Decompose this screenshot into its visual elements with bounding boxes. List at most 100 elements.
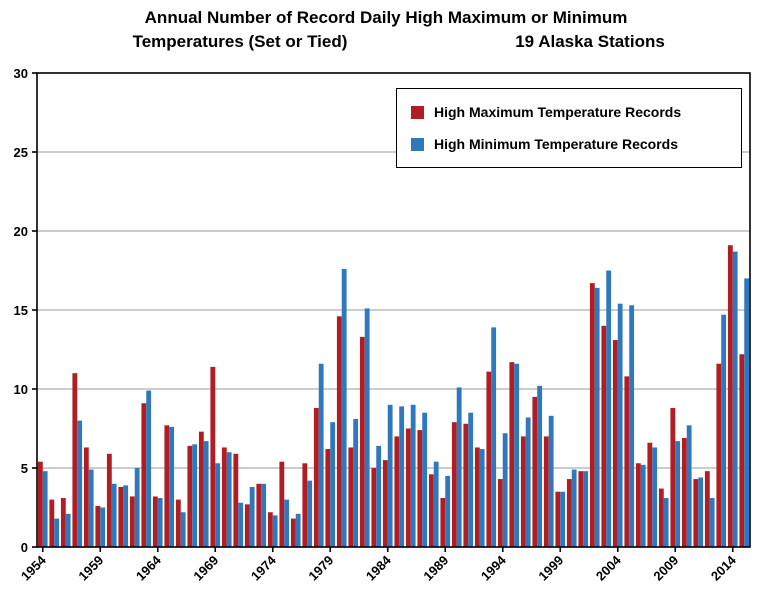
bar-high-min-1980 bbox=[341, 268, 347, 547]
chart-title: Annual Number of Record Daily High Maxim… bbox=[0, 8, 772, 56]
bar-high-min-2010 bbox=[686, 425, 692, 547]
bar-high-max-2014 bbox=[727, 245, 733, 547]
bar-high-min-1964 bbox=[157, 498, 163, 547]
bar-high-max-2012 bbox=[704, 471, 710, 547]
x-tick-label-1984: 1984 bbox=[363, 552, 395, 584]
bar-high-min-1995 bbox=[514, 363, 520, 547]
chart-subtitle: Temperatures (Set or Tied) bbox=[132, 32, 348, 51]
bar-high-max-1996 bbox=[520, 436, 526, 547]
bar-high-min-1967 bbox=[192, 444, 198, 547]
bar-high-min-1974 bbox=[272, 515, 278, 547]
bar-high-max-1994 bbox=[497, 479, 503, 547]
bar-high-max-1987 bbox=[417, 430, 423, 547]
bar-high-min-1994 bbox=[502, 433, 508, 547]
bar-high-max-1966 bbox=[175, 499, 181, 547]
bar-high-max-1972 bbox=[244, 504, 250, 547]
bar-high-max-2000 bbox=[566, 479, 572, 547]
bar-high-min-1978 bbox=[318, 363, 324, 547]
high-min-swatch-icon bbox=[411, 137, 424, 151]
bar-high-max-1993 bbox=[486, 371, 492, 547]
bar-high-min-1971 bbox=[238, 502, 244, 547]
bar-high-min-1996 bbox=[525, 417, 531, 547]
bar-high-min-1956 bbox=[65, 513, 71, 547]
bar-high-max-1974 bbox=[267, 512, 273, 547]
bar-high-min-1979 bbox=[330, 422, 336, 547]
bar-high-max-1962 bbox=[129, 496, 135, 547]
bar-high-min-2005 bbox=[629, 305, 635, 547]
bar-high-min-2008 bbox=[663, 498, 669, 547]
bar-high-min-1983 bbox=[376, 445, 382, 547]
bar-high-min-1998 bbox=[548, 415, 554, 547]
bar-high-max-1961 bbox=[118, 486, 124, 547]
bar-high-min-2015 bbox=[744, 278, 750, 547]
bar-high-max-1979 bbox=[325, 449, 331, 547]
bar-high-min-1962 bbox=[134, 468, 140, 547]
bar-high-min-2007 bbox=[652, 447, 658, 547]
bar-high-max-1970 bbox=[221, 447, 227, 547]
bar-high-min-2009 bbox=[675, 441, 681, 547]
bar-high-min-1985 bbox=[399, 406, 405, 547]
bar-high-max-2003 bbox=[601, 325, 607, 547]
bar-high-max-2001 bbox=[578, 471, 584, 547]
y-tick-label-15: 15 bbox=[14, 303, 28, 318]
y-tick-label-30: 30 bbox=[14, 66, 28, 81]
x-tick-label-2014: 2014 bbox=[708, 552, 740, 584]
bar-high-max-1977 bbox=[302, 463, 308, 547]
bar-high-min-1958 bbox=[88, 469, 94, 547]
y-tick-label-10: 10 bbox=[14, 382, 28, 397]
bar-high-min-2012 bbox=[709, 498, 715, 547]
bar-high-min-1959 bbox=[100, 507, 106, 547]
bar-high-min-1981 bbox=[353, 419, 359, 547]
bar-high-max-2007 bbox=[647, 442, 653, 547]
chart-stations-label: 19 Alaska Stations bbox=[515, 32, 665, 51]
x-tick-label-2009: 2009 bbox=[650, 553, 681, 584]
legend-label-high-max: High Maximum Temperature Records bbox=[434, 104, 682, 120]
bar-high-max-1983 bbox=[371, 468, 377, 547]
bar-high-max-1957 bbox=[72, 373, 78, 547]
bar-high-min-2003 bbox=[606, 270, 612, 547]
bar-high-min-2014 bbox=[732, 251, 738, 548]
x-tick-label-1959: 1959 bbox=[75, 553, 106, 584]
bar-high-min-1976 bbox=[295, 513, 301, 547]
legend-item-high-max: High Maximum Temperature Records bbox=[411, 102, 731, 122]
y-tick-label-0: 0 bbox=[21, 540, 28, 555]
bar-high-max-1984 bbox=[382, 460, 388, 547]
bar-high-min-1987 bbox=[422, 412, 428, 547]
x-tick-label-1989: 1989 bbox=[420, 553, 451, 584]
chart-legend: High Maximum Temperature Records High Mi… bbox=[396, 88, 742, 168]
bar-high-max-1999 bbox=[555, 491, 561, 547]
bar-high-max-1982 bbox=[359, 336, 365, 547]
bar-high-min-1988 bbox=[433, 461, 439, 547]
y-tick-label-20: 20 bbox=[14, 224, 28, 239]
bar-high-max-1991 bbox=[463, 423, 469, 547]
x-tick-label-1999: 1999 bbox=[535, 553, 566, 584]
bar-high-min-2011 bbox=[698, 477, 704, 547]
bar-high-max-1954 bbox=[37, 461, 43, 547]
bar-high-min-2002 bbox=[594, 287, 600, 547]
bar-high-min-1965 bbox=[169, 426, 175, 547]
x-tick-label-1964: 1964 bbox=[133, 552, 165, 584]
bar-high-min-2000 bbox=[571, 469, 577, 547]
bar-high-max-1968 bbox=[198, 431, 204, 547]
bar-high-min-1960 bbox=[111, 483, 117, 547]
bar-high-min-1989 bbox=[445, 475, 451, 547]
bar-high-min-1957 bbox=[77, 420, 83, 547]
x-tick-label-1974: 1974 bbox=[248, 552, 280, 584]
bar-high-min-1982 bbox=[364, 308, 370, 547]
x-tick-label-1954: 1954 bbox=[18, 552, 50, 584]
bar-high-min-2013 bbox=[721, 314, 727, 547]
bar-high-max-2010 bbox=[681, 437, 687, 547]
bar-high-min-2006 bbox=[640, 464, 646, 547]
bar-high-max-1967 bbox=[187, 445, 193, 547]
bar-high-max-1988 bbox=[428, 474, 434, 547]
bar-high-min-1972 bbox=[249, 486, 255, 547]
bar-high-min-1991 bbox=[468, 412, 474, 547]
bar-high-max-1995 bbox=[509, 362, 515, 547]
bar-high-min-1955 bbox=[54, 518, 60, 547]
bar-high-min-1999 bbox=[560, 491, 566, 547]
bar-high-max-1975 bbox=[279, 461, 285, 547]
bar-high-max-1960 bbox=[106, 453, 112, 547]
bar-high-max-1964 bbox=[152, 496, 158, 547]
bar-high-max-1959 bbox=[95, 505, 101, 547]
